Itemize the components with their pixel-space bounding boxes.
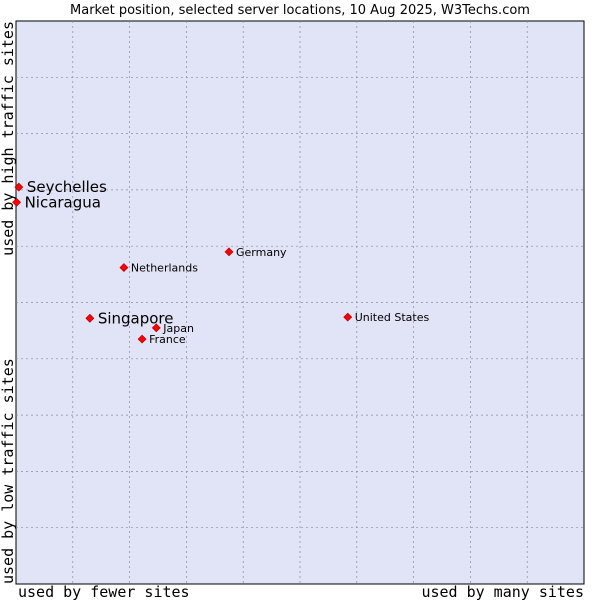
data-point: Japan bbox=[151, 322, 194, 335]
chart-title: Market position, selected server locatio… bbox=[70, 3, 530, 18]
point-marker bbox=[85, 313, 95, 323]
y-axis-label-top: used by high traffic sites bbox=[0, 21, 17, 256]
data-point: France bbox=[137, 333, 186, 346]
data-point: United States bbox=[343, 311, 430, 324]
point-label: Netherlands bbox=[131, 262, 198, 275]
point-label: Singapore bbox=[98, 309, 174, 327]
point-label: Seychelles bbox=[27, 178, 107, 196]
point-marker bbox=[137, 334, 147, 344]
x-axis-label-right: used by many sites bbox=[421, 583, 584, 600]
point-label: France bbox=[149, 333, 186, 346]
point-marker bbox=[119, 263, 129, 273]
data-point: Netherlands bbox=[119, 262, 198, 275]
data-point: Nicaragua bbox=[12, 193, 101, 211]
point-marker bbox=[343, 312, 353, 322]
y-axis-label-bottom: used by low traffic sites bbox=[0, 358, 17, 584]
grid-lines bbox=[16, 21, 584, 584]
point-label: Germany bbox=[236, 246, 287, 259]
data-point: Seychelles bbox=[14, 178, 107, 196]
data-point: Germany bbox=[224, 246, 287, 259]
point-label: Nicaragua bbox=[25, 193, 101, 211]
data-point: Singapore bbox=[85, 309, 174, 327]
point-marker bbox=[224, 247, 234, 257]
point-marker bbox=[151, 323, 161, 333]
point-label: Japan bbox=[162, 322, 194, 335]
point-label: United States bbox=[355, 311, 430, 324]
point-marker bbox=[12, 197, 21, 207]
x-axis-label-left: used by fewer sites bbox=[18, 583, 190, 600]
point-marker bbox=[14, 182, 24, 192]
